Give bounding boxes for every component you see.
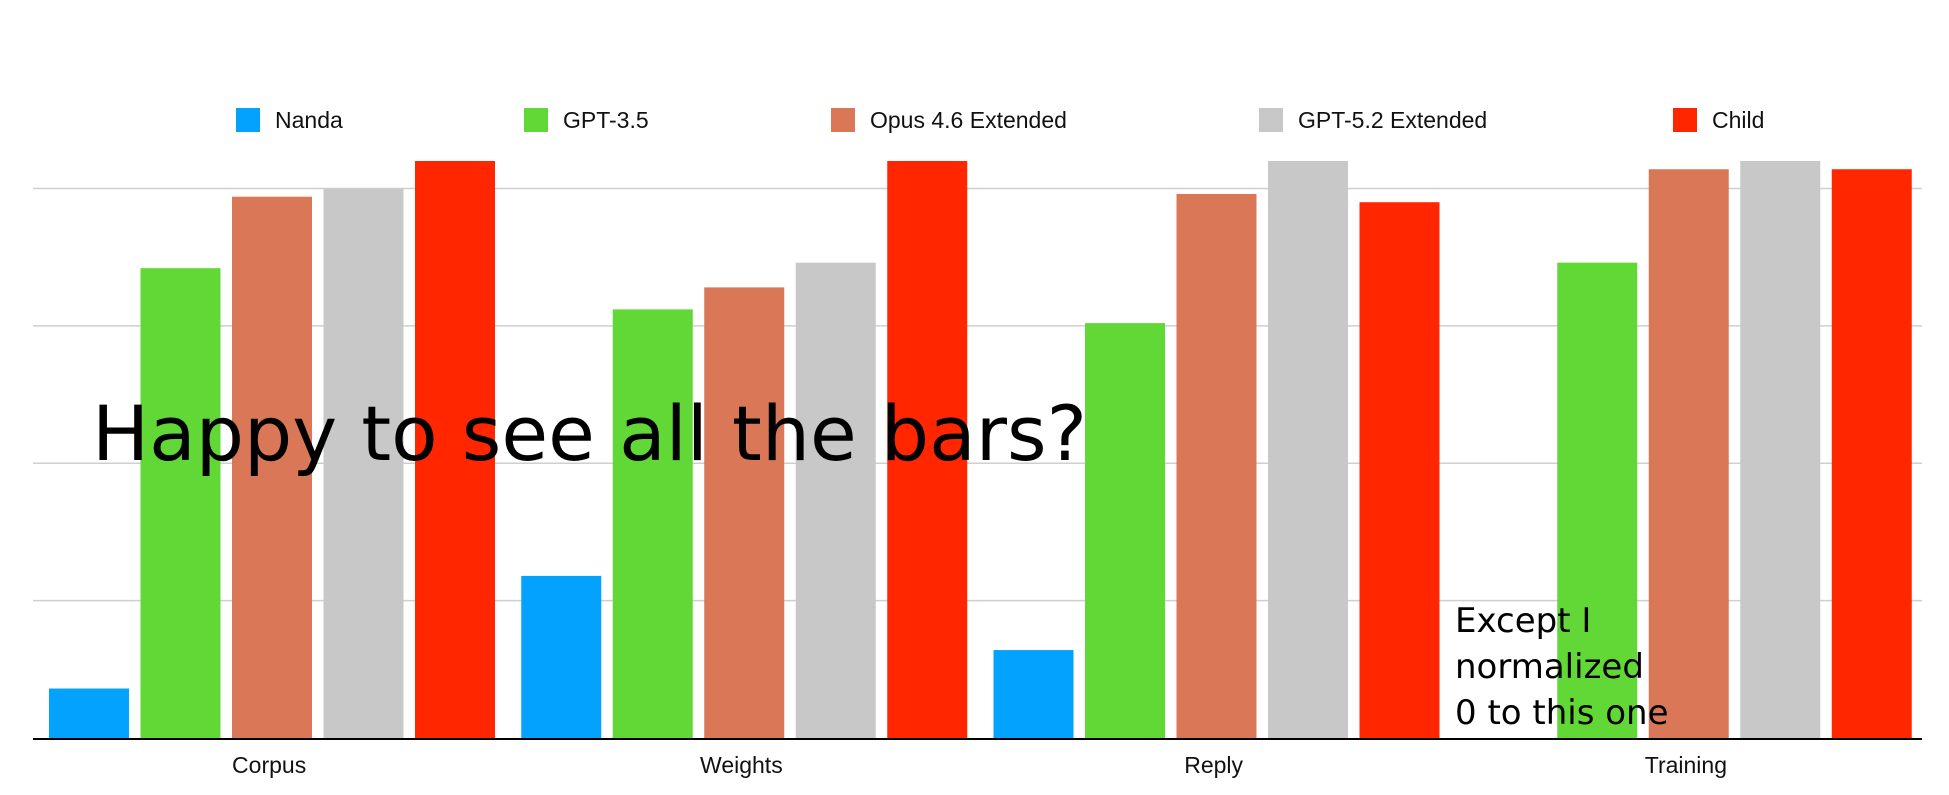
x-tick-label: Training: [1645, 752, 1727, 778]
annotation-note-line: 0 to this one: [1455, 693, 1669, 733]
legend-swatch: [831, 108, 855, 132]
bar-3-4: [1268, 161, 1348, 738]
bar-4-3: [1648, 169, 1729, 738]
bar-2-4: [795, 262, 876, 738]
bar-2-5: [887, 161, 968, 738]
annotation-note-line: Except I: [1455, 601, 1591, 641]
bars: [49, 161, 1912, 738]
bar-1-4: [323, 188, 404, 738]
bar-3-1: [993, 650, 1074, 738]
legend-swatch: [1259, 108, 1283, 132]
legend-swatch: [1673, 108, 1697, 132]
x-tick-label: Reply: [1184, 752, 1243, 778]
x-tick-label: Weights: [700, 752, 783, 778]
bar-2-1: [521, 575, 602, 738]
bar-2-3: [704, 287, 785, 738]
bar-4-5: [1831, 169, 1912, 738]
bar-4-2: [1557, 262, 1638, 738]
legend-swatch: [524, 108, 548, 132]
legend-label: GPT-3.5: [563, 107, 649, 133]
bar-3-2: [1085, 323, 1165, 738]
bar-1-1: [49, 688, 129, 738]
bar-1-2: [140, 268, 221, 738]
bar-3-3: [1176, 193, 1257, 738]
bar-1-5: [415, 161, 495, 738]
annotation-main: Happy to see all the bars?: [92, 389, 1087, 478]
bar-1-3: [232, 196, 312, 738]
legend-label: Child: [1712, 107, 1764, 133]
x-tick-label: Corpus: [232, 752, 306, 778]
bar-2-2: [612, 309, 693, 738]
annotation-note-line: normalized: [1455, 647, 1644, 687]
legend-label: Opus 4.6 Extended: [870, 107, 1067, 133]
legend-swatch: [236, 108, 260, 132]
legend-label: Nanda: [275, 107, 343, 133]
bar-3-5: [1359, 202, 1440, 738]
x-tick-labels: Corpus Weights Reply Training: [232, 752, 1727, 778]
legend-label: GPT-5.2 Extended: [1298, 107, 1487, 133]
bar-4-4: [1740, 161, 1821, 738]
legend: Nanda GPT-3.5 Opus 4.6 Extended GPT-5.2 Ext…: [236, 107, 1764, 133]
